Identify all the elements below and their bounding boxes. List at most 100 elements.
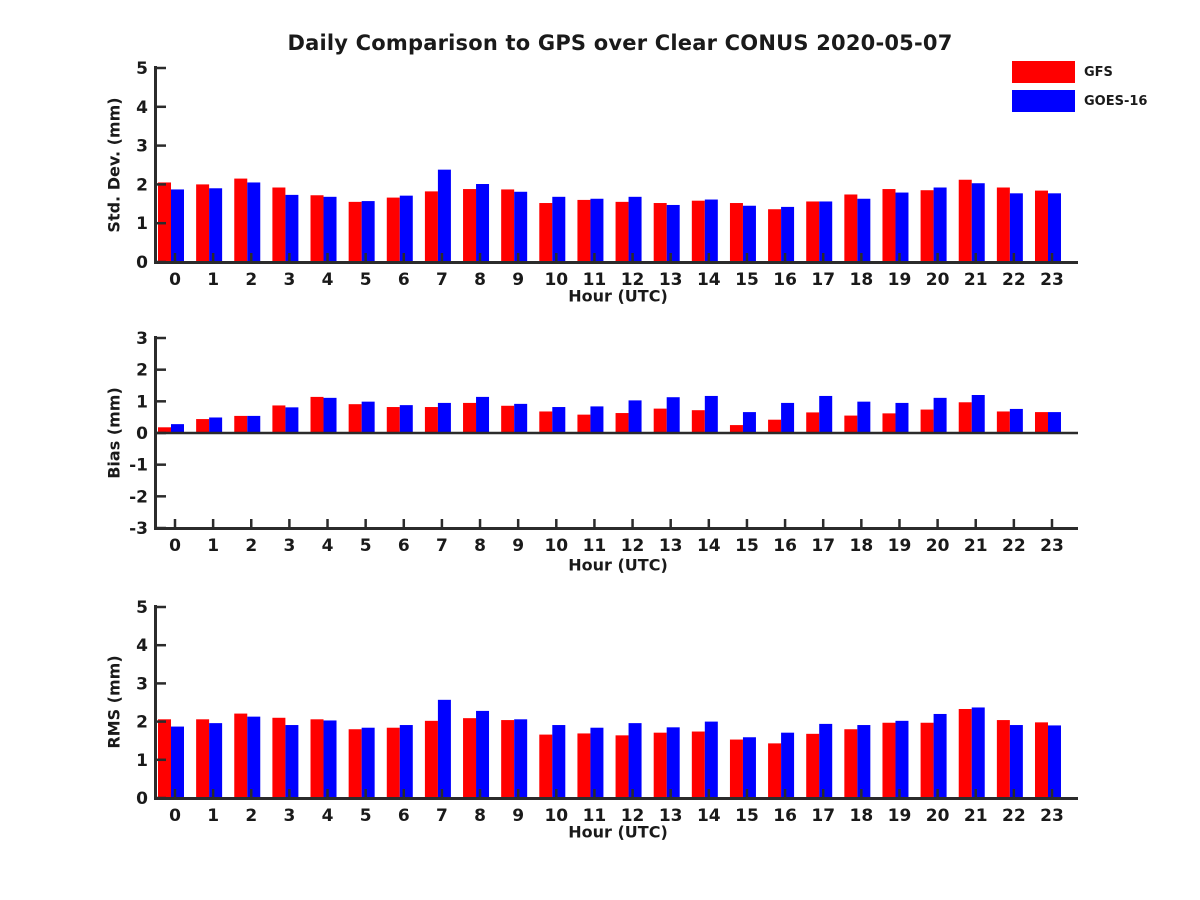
- bar-gfs-stddev-h5: [348, 201, 362, 262]
- x-tick-label-stddev-h12: 12: [621, 270, 645, 290]
- bar-gfs-bias-h7: [424, 407, 438, 433]
- bar-gfs-stddev-h20: [920, 190, 934, 262]
- bar-goes16-stddev-h6: [399, 195, 413, 262]
- y-tick-label-rms-1: 1: [136, 751, 148, 771]
- bar-gfs-rms-h21: [958, 708, 972, 798]
- bar-goes16-stddev-h20: [933, 187, 947, 262]
- x-tick-label-bias-h4: 4: [322, 536, 334, 556]
- bar-goes16-rms-h23: [1047, 725, 1061, 798]
- bar-gfs-bias-h0: [158, 427, 171, 433]
- x-tick-label-stddev-h6: 6: [398, 270, 410, 290]
- bar-goes16-rms-h12: [628, 723, 642, 798]
- bar-gfs-stddev-h22: [996, 187, 1010, 262]
- x-tick-label-stddev-h5: 5: [360, 270, 372, 290]
- x-axis-label-middle: Hour (UTC): [568, 555, 668, 575]
- bar-goes16-stddev-h7: [437, 169, 451, 262]
- bar-goes16-rms-h8: [476, 710, 490, 798]
- x-tick-label-bias-h9: 9: [512, 536, 524, 556]
- bar-gfs-bias-h1: [196, 419, 210, 433]
- bar-gfs-bias-h5: [348, 404, 362, 433]
- x-tick-label-rms-h22: 22: [1002, 806, 1026, 826]
- x-tick-label-rms-h6: 6: [398, 806, 410, 826]
- legend-swatch-goes16: [1012, 90, 1075, 112]
- bar-goes16-bias-h18: [857, 401, 871, 433]
- bar-gfs-bias-h8: [463, 402, 477, 433]
- x-tick-label-bias-h16: 16: [773, 536, 797, 556]
- bar-gfs-bias-h10: [539, 411, 553, 433]
- bar-gfs-stddev-h9: [501, 189, 515, 262]
- x-tick-label-bias-h14: 14: [697, 536, 721, 556]
- x-tick-label-bias-h3: 3: [283, 536, 295, 556]
- bar-gfs-bias-h3: [272, 405, 286, 433]
- x-tick-label-stddev-h15: 15: [735, 270, 759, 290]
- bar-goes16-rms-h14: [704, 721, 718, 798]
- bar-goes16-stddev-h22: [1009, 193, 1023, 262]
- x-tick-label-bias-h15: 15: [735, 536, 759, 556]
- legend-swatch-gfs: [1012, 61, 1075, 83]
- x-tick-label-stddev-h0: 0: [169, 270, 181, 290]
- x-tick-label-rms-h10: 10: [544, 806, 568, 826]
- bar-gfs-bias-h16: [768, 419, 782, 433]
- x-tick-label-rms-h2: 2: [245, 806, 257, 826]
- bar-gfs-stddev-h15: [729, 203, 743, 262]
- bar-goes16-stddev-h12: [628, 196, 642, 262]
- bar-gfs-bias-h4: [310, 396, 324, 433]
- bar-goes16-bias-h21: [971, 395, 985, 433]
- bar-goes16-bias-h7: [437, 402, 451, 433]
- x-tick-label-bias-h7: 7: [436, 536, 448, 556]
- bar-goes16-bias-h22: [1009, 408, 1023, 433]
- bar-goes16-bias-h4: [323, 397, 337, 433]
- x-tick-label-rms-h5: 5: [360, 806, 372, 826]
- bar-gfs-rms-h17: [806, 733, 820, 798]
- bar-gfs-bias-h11: [577, 414, 591, 433]
- x-tick-label-stddev-h21: 21: [964, 270, 988, 290]
- bar-goes16-bias-h23: [1047, 412, 1061, 433]
- bar-goes16-bias-h19: [895, 402, 909, 433]
- bar-goes16-bias-h10: [552, 407, 566, 433]
- y-tick-label-bias--3: -3: [129, 519, 148, 539]
- x-tick-label-bias-h23: 23: [1040, 536, 1064, 556]
- bar-goes16-rms-h17: [819, 723, 833, 798]
- bar-gfs-stddev-h21: [958, 179, 972, 262]
- bar-gfs-rms-h18: [844, 729, 858, 798]
- bar-goes16-stddev-h1: [209, 188, 223, 262]
- bar-goes16-stddev-h15: [742, 205, 756, 262]
- x-tick-label-stddev-h19: 19: [888, 270, 912, 290]
- bar-gfs-stddev-h13: [653, 203, 667, 262]
- bar-gfs-stddev-h2: [234, 178, 248, 262]
- y-tick-label-rms-4: 4: [136, 636, 148, 656]
- x-tick-label-stddev-h3: 3: [283, 270, 295, 290]
- x-tick-label-rms-h1: 1: [207, 806, 219, 826]
- legend-item-gfs: GFS: [1012, 61, 1113, 83]
- bar-gfs-bias-h18: [844, 415, 858, 433]
- bar-gfs-rms-h13: [653, 732, 667, 798]
- x-tick-label-bias-h5: 5: [360, 536, 372, 556]
- x-tick-label-rms-h8: 8: [474, 806, 486, 826]
- bar-goes16-bias-h9: [514, 403, 528, 433]
- bar-gfs-bias-h23: [1034, 412, 1048, 433]
- x-tick-label-stddev-h7: 7: [436, 270, 448, 290]
- bar-gfs-stddev-h10: [539, 203, 553, 262]
- bar-goes16-rms-h20: [933, 713, 947, 798]
- bar-gfs-rms-h7: [424, 720, 438, 798]
- bar-goes16-stddev-h9: [514, 191, 528, 262]
- bar-goes16-stddev-h13: [666, 204, 680, 262]
- bar-gfs-rms-h3: [272, 717, 286, 798]
- y-tick-label-stddev-1: 1: [136, 214, 148, 234]
- bar-gfs-stddev-h23: [1034, 190, 1048, 262]
- bar-gfs-stddev-h16: [768, 209, 782, 262]
- x-tick-label-bias-h2: 2: [245, 536, 257, 556]
- x-tick-label-stddev-h20: 20: [926, 270, 950, 290]
- x-tick-label-stddev-h8: 8: [474, 270, 486, 290]
- x-tick-label-rms-h14: 14: [697, 806, 721, 826]
- bar-goes16-bias-h3: [285, 407, 299, 433]
- bar-gfs-rms-h12: [615, 735, 629, 798]
- bar-gfs-rms-h9: [501, 720, 515, 798]
- bar-gfs-rms-h6: [386, 727, 400, 798]
- bar-gfs-stddev-h3: [272, 187, 286, 262]
- bar-goes16-bias-h5: [361, 401, 375, 433]
- bar-gfs-bias-h21: [958, 402, 972, 433]
- y-tick-label-rms-5: 5: [136, 598, 148, 618]
- bar-gfs-rms-h1: [196, 719, 210, 798]
- y-tick-label-bias-3: 3: [136, 329, 148, 349]
